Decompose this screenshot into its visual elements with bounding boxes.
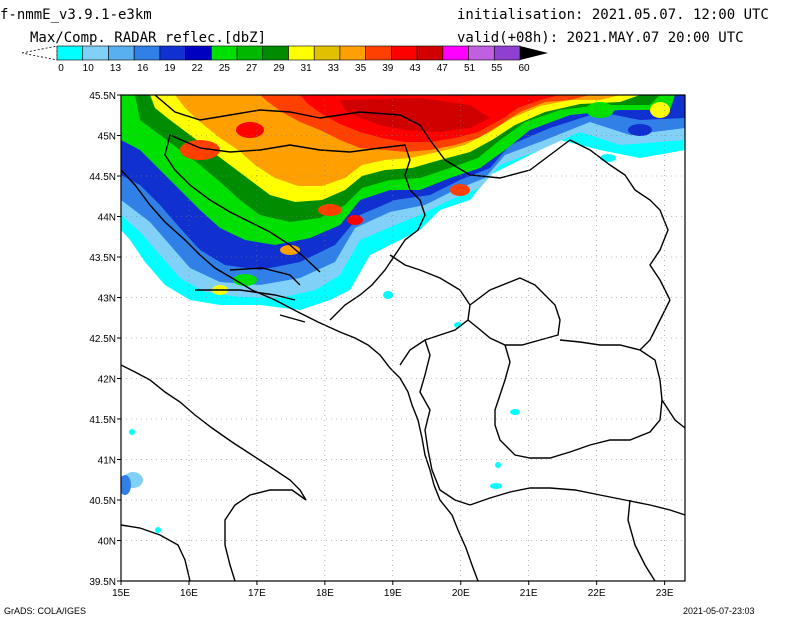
lon-tick-label: 23E: [656, 588, 674, 599]
colorbar-swatch: [133, 45, 161, 61]
colorbar-label: 0: [58, 63, 64, 74]
lat-tick-label: 44N: [98, 213, 116, 224]
colorbar-swatch: [159, 45, 186, 61]
lon-tick-label: 19E: [384, 588, 402, 599]
colorbar-label: 10: [83, 63, 95, 74]
lat-tick-label: 42.5N: [89, 334, 116, 345]
colorbar-swatch: [288, 45, 315, 61]
colorbar-left-arrow: [21, 45, 58, 61]
lon-tick-label: 18E: [316, 588, 334, 599]
colorbar-label: 43: [409, 63, 421, 74]
colorbar-label: 19: [164, 63, 176, 74]
lat-tick-label: 40.5N: [89, 496, 116, 507]
colorbar-label: 16: [137, 63, 149, 74]
colorbar-swatch: [468, 45, 495, 61]
lat-tick-label: 43.5N: [89, 253, 116, 264]
colorbar-label: 51: [464, 63, 476, 74]
lat-tick-label: 41.5N: [89, 415, 116, 426]
colorbar-swatch: [442, 45, 469, 61]
colorbar-label: 27: [246, 63, 258, 74]
colorbar-label: 35: [355, 63, 367, 74]
colorbar-swatch: [108, 45, 135, 61]
colorbar-swatch: [262, 45, 289, 61]
footer-timestamp: 2021-05-07-23:03: [683, 606, 755, 616]
lon-tick-label: 22E: [588, 588, 606, 599]
colorbar-label: 13: [110, 63, 122, 74]
colorbar-swatch: [236, 45, 264, 61]
longitude-axis: 15E 16E 17E 18E 19E 20E 21E 22E 23E: [112, 581, 674, 599]
radar-reflectivity-field: [121, 95, 685, 533]
colorbar-label: 39: [382, 63, 394, 74]
colorbar-label: 22: [192, 63, 204, 74]
map-boundaries: [121, 95, 685, 581]
colorbar-swatch: [185, 45, 212, 61]
colorbar-right-arrow: [520, 46, 548, 60]
footer-credit: GrADS: COLA/IGES: [4, 606, 86, 616]
map-area: [121, 95, 685, 581]
graticule: [121, 95, 685, 581]
colorbar-label: 55: [491, 63, 503, 74]
colorbar-swatch: [313, 45, 341, 61]
colorbar-label: 29: [273, 63, 285, 74]
colorbar-label: 33: [328, 63, 340, 74]
colorbar-swatch: [56, 45, 84, 61]
lon-tick-label: 16E: [180, 588, 198, 599]
colorbar-label: 31: [301, 63, 313, 74]
lat-tick-label: 42N: [98, 375, 116, 386]
lat-tick-label: 45.5N: [89, 91, 116, 102]
colorbar-swatch: [391, 45, 418, 61]
init-time: initialisation: 2021.05.07. 12:00 UTC: [457, 7, 769, 23]
colorbar-swatch: [82, 45, 109, 61]
lat-tick-label: 44.5N: [89, 172, 116, 183]
colorbar-label: 47: [437, 63, 449, 74]
colorbar-swatch: [493, 45, 521, 61]
lon-tick-label: 17E: [248, 588, 266, 599]
model-name: f-nmmE_v3.9.1-e3km: [0, 7, 152, 23]
colorbar-label: 25: [219, 63, 231, 74]
lat-tick-label: 41N: [98, 456, 116, 467]
lat-tick-label: 39.5N: [89, 577, 116, 588]
valid-time: valid(+08h): 2021.MAY.07 20:00 UTC: [457, 30, 744, 46]
lat-tick-label: 40N: [98, 537, 116, 548]
colorbar-swatch: [416, 45, 444, 61]
lon-tick-label: 21E: [520, 588, 538, 599]
colorbar-label: 60: [518, 63, 530, 74]
latitude-axis: 45.5N 45N 44.5N 44N 43.5N 43N 42.5N 42N 41.5N 41N…: [89, 91, 121, 588]
field-name: Max/Comp. RADAR reflec.[dbZ]: [30, 30, 266, 46]
lat-tick-label: 43N: [98, 294, 116, 305]
colorbar-swatch: [365, 45, 392, 61]
lat-tick-label: 45N: [98, 132, 116, 143]
colorbar: 0 10 13 16 19 22 25 27 29 31 33 35 39 43 47 51 55 60: [21, 45, 548, 74]
colorbar-swatch: [211, 45, 238, 61]
colorbar-swatch: [339, 45, 366, 61]
lon-tick-label: 20E: [452, 588, 470, 599]
lon-tick-label: 15E: [112, 588, 130, 599]
